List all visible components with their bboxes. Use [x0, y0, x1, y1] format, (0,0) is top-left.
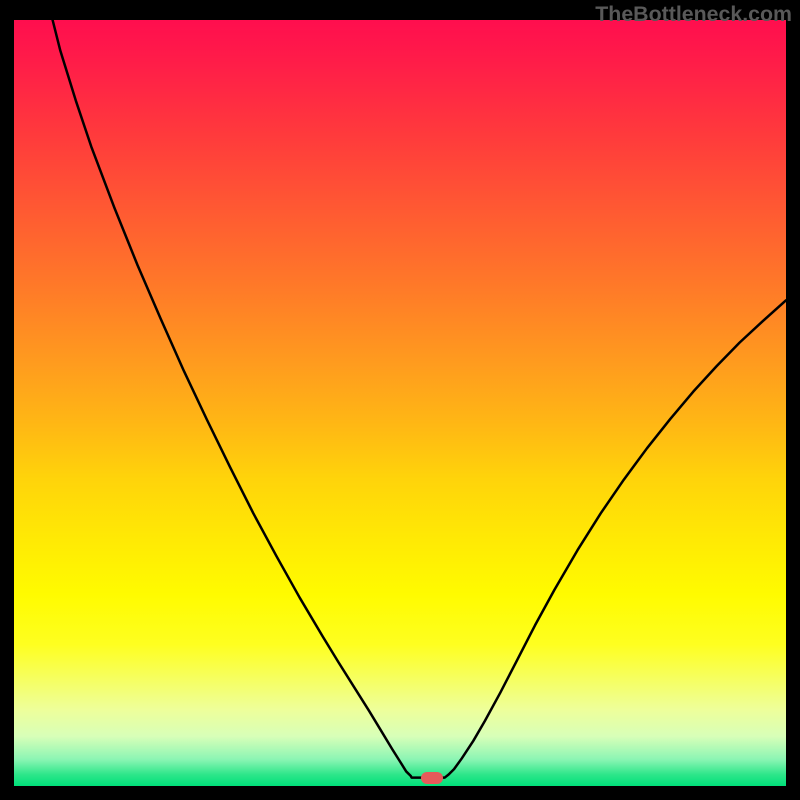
plot-area [14, 20, 786, 786]
bottleneck-curve [14, 20, 786, 786]
watermark-text: TheBottleneck.com [595, 2, 792, 27]
chart-container: { "watermark": { "text": "TheBottleneck.… [0, 0, 800, 800]
optimum-marker [421, 772, 443, 784]
